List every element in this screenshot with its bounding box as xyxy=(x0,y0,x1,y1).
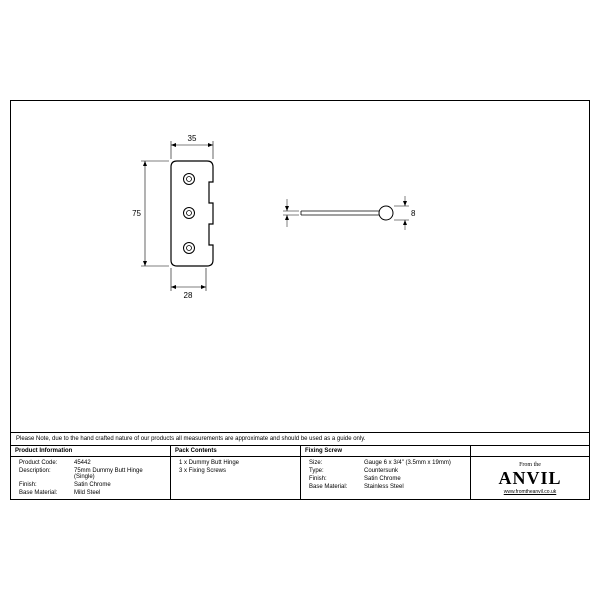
header-fixing-screw: Fixing Screw xyxy=(301,446,471,457)
disclaimer-note: Please Note, due to the hand crafted nat… xyxy=(11,433,589,446)
value-finish: Satin Chrome xyxy=(74,482,162,488)
pack-item-2: 3 x Fixing Screws xyxy=(179,468,226,474)
screw-hole xyxy=(184,208,195,219)
value-product-code: 45442 xyxy=(74,460,162,466)
label-screw-finish: Finish: xyxy=(309,476,364,482)
screw-hole xyxy=(184,243,195,254)
info-panel: Please Note, due to the hand crafted nat… xyxy=(11,432,589,499)
fixing-screw-cell: Size:Gauge 6 x 3/4" (3.5mm x 19mm) Type:… xyxy=(301,457,471,499)
label-description: Description: xyxy=(19,468,74,480)
screw-hole xyxy=(184,174,195,185)
label-finish: Finish: xyxy=(19,482,74,488)
value-screw-type: Countersunk xyxy=(364,468,462,474)
label-screw-size: Size: xyxy=(309,460,364,466)
product-info-cell: Product Code:45442 Description:75mm Dumm… xyxy=(11,457,171,499)
logo-main-text: ANVIL xyxy=(498,468,561,489)
value-screw-finish: Satin Chrome xyxy=(364,476,462,482)
header-pack-contents: Pack Contents xyxy=(171,446,301,457)
value-material: Mild Steel xyxy=(74,490,162,496)
label-screw-type: Type: xyxy=(309,468,364,474)
hinge-outline xyxy=(171,161,213,266)
pack-item-1: 1 x Dummy Butt Hinge xyxy=(179,460,239,466)
dim-width-top: 35 xyxy=(188,134,197,143)
value-description: 75mm Dummy Butt Hinge (Single) xyxy=(74,468,162,480)
header-product-info: Product Information xyxy=(11,446,171,457)
logo-cell: From the ANVIL www.fromtheanvil.co.uk xyxy=(471,457,589,499)
dim-height: 75 xyxy=(132,209,141,218)
label-screw-material: Base Material: xyxy=(309,484,364,490)
drawing-sheet: 35 75 28 xyxy=(10,100,590,500)
label-material: Base Material: xyxy=(19,490,74,496)
label-product-code: Product Code: xyxy=(19,460,74,466)
drawing-area: 35 75 28 xyxy=(11,101,589,432)
technical-drawing: 35 75 28 xyxy=(11,101,591,401)
value-screw-size: Gauge 6 x 3/4" (3.5mm x 19mm) xyxy=(364,460,462,466)
logo-url: www.fromtheanvil.co.uk xyxy=(498,489,561,495)
screw-head xyxy=(379,206,393,220)
dim-screw-head: 8 xyxy=(411,209,416,218)
dim-width-bottom: 28 xyxy=(184,291,193,300)
value-screw-material: Stainless Steel xyxy=(364,484,462,490)
pack-contents-cell: 1 x Dummy Butt Hinge 3 x Fixing Screws xyxy=(171,457,301,499)
